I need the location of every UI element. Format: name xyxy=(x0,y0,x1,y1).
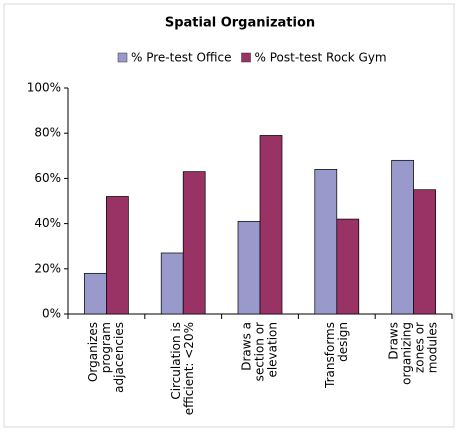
legend-swatch xyxy=(241,52,251,63)
bar xyxy=(84,272,107,315)
x-tick-label: modules xyxy=(426,322,440,373)
x-tick-label: Organizes xyxy=(86,322,100,382)
bar xyxy=(106,196,129,315)
y-tick-label: 40% xyxy=(34,216,61,230)
x-tick-label: Circulation is xyxy=(169,322,183,400)
legend-label: % Post-test Rock Gym xyxy=(255,51,387,65)
x-tick-label: zones or xyxy=(413,322,427,373)
x-tick-label: adjacencies xyxy=(112,322,126,393)
bar xyxy=(182,171,206,315)
x-tick-label: Draws a xyxy=(240,322,254,371)
x-tick-label: elevation xyxy=(266,322,280,378)
x-tick-label: organizing xyxy=(400,322,414,385)
legend-label: % Pre-test Office xyxy=(131,51,232,65)
x-tick-label: Transforms xyxy=(323,322,337,389)
y-tick-label: 20% xyxy=(34,261,61,275)
bar xyxy=(391,159,414,315)
legend-swatch xyxy=(117,52,128,63)
x-tick-label: section or xyxy=(253,322,267,381)
y-tick-label: 60% xyxy=(34,171,61,185)
x-tick-label: efficient: <20% xyxy=(182,322,196,415)
y-tick-label: 0% xyxy=(42,307,61,321)
bar xyxy=(413,189,436,315)
chart-border xyxy=(3,3,455,428)
chart-title: Spatial Organization xyxy=(165,16,315,31)
x-tick-label: program xyxy=(99,322,113,373)
bar xyxy=(336,218,360,315)
bar xyxy=(259,135,283,315)
bar xyxy=(314,169,338,315)
y-tick-label: 100% xyxy=(27,81,61,95)
x-tick-label: design xyxy=(336,322,350,362)
bar xyxy=(237,220,261,315)
y-tick-label: 80% xyxy=(34,126,61,140)
bar xyxy=(160,252,184,315)
x-tick-label: Draws xyxy=(387,322,401,360)
